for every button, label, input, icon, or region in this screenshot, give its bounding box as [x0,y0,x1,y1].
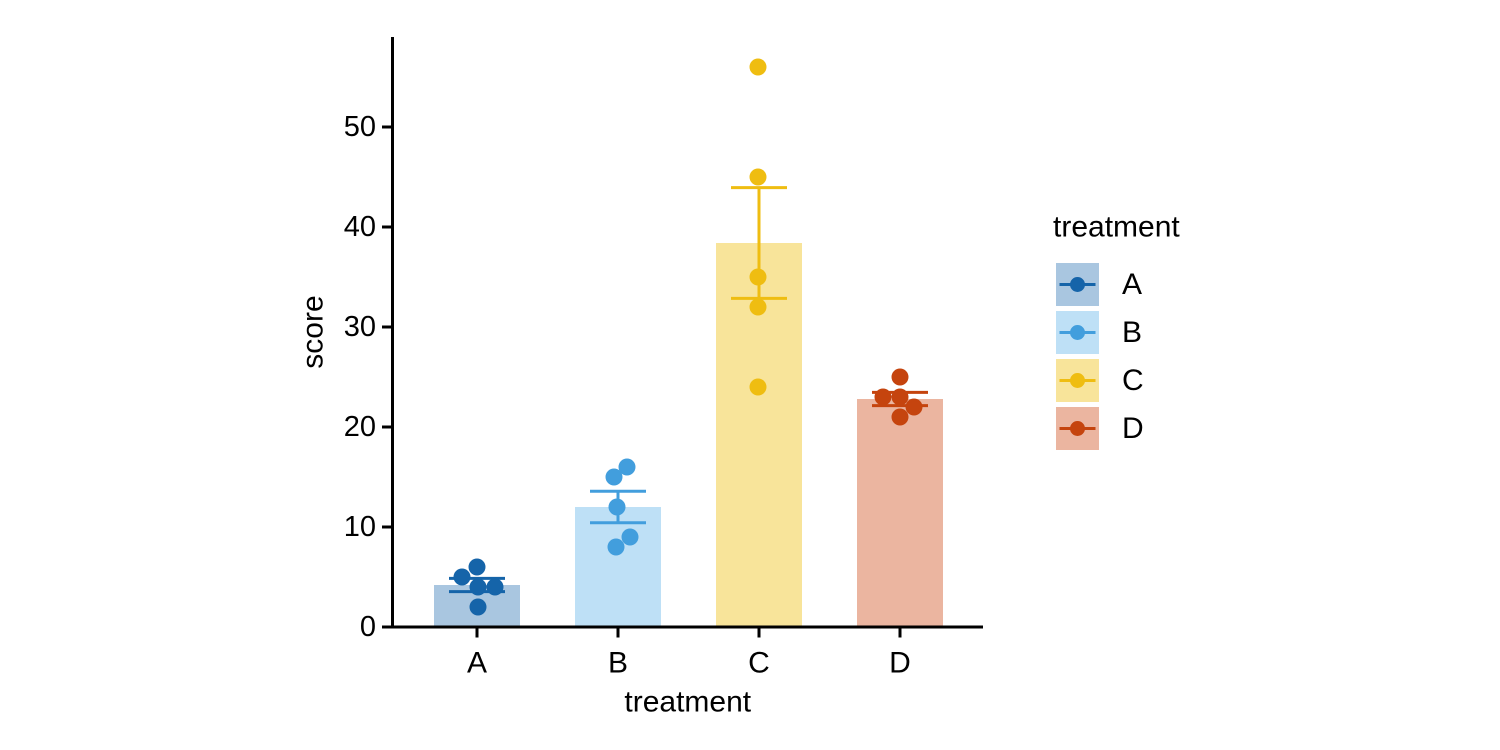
data-point-C [749,268,767,286]
bar-B [575,507,661,627]
legend-label-A: A [1122,268,1142,301]
x-axis-title: treatment [624,686,751,719]
y-tick-label-40: 40 [344,211,376,243]
y-tick-label-50: 50 [344,111,376,143]
data-point-C [749,378,767,396]
data-point-A [486,578,504,596]
y-tick-label-20: 20 [344,411,376,443]
legend-label-B: B [1122,316,1142,349]
data-point-D [891,388,909,406]
data-point-B [618,458,636,476]
data-point-D [891,368,909,386]
data-point-D [874,388,892,406]
data-point-C [749,58,767,76]
legend-key-dot-D [1070,421,1085,436]
data-point-B [607,538,625,556]
x-tick-label-D: D [889,647,911,680]
legend-label-D: D [1122,412,1144,445]
x-tick-label-B: B [608,647,628,680]
data-point-D [905,398,923,416]
y-tick-label-10: 10 [344,511,376,543]
x-tick-label-C: C [748,647,770,680]
legend-key-dot-A [1070,277,1085,292]
data-point-B [621,528,639,546]
data-point-B [608,498,626,516]
data-point-C [749,168,767,186]
legend-key-dot-B [1070,325,1085,340]
y-tick-label-0: 0 [360,611,376,643]
data-point-D [891,408,909,426]
legend-label-C: C [1122,364,1144,397]
legend-key-dot-C [1070,373,1085,388]
data-point-B [605,468,623,486]
x-tick-label-A: A [467,647,487,680]
bar-D [857,399,943,627]
data-point-A [469,598,487,616]
data-point-A [453,568,471,586]
y-tick-label-30: 30 [344,311,376,343]
data-point-A [469,578,487,596]
data-point-C [749,298,767,316]
data-point-A [468,558,486,576]
legend-title: treatment [1053,211,1180,244]
y-axis-title: score [297,295,330,368]
